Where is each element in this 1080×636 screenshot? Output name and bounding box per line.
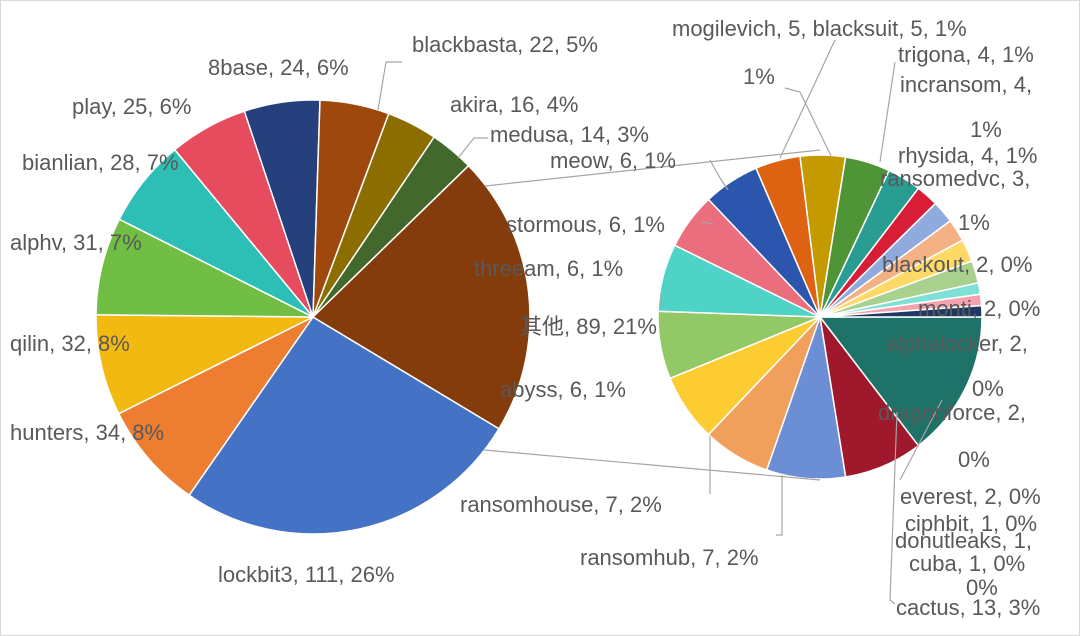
leader-trigona: [879, 61, 896, 163]
label-cactus: cactus, 13, 3%: [896, 595, 1040, 620]
secondary-slice-cuba: [819, 304, 983, 318]
leader-blackbasta: [377, 61, 402, 111]
label-zero-a: 0%: [972, 376, 1004, 401]
label-hunters: hunters, 34, 8%: [10, 420, 164, 445]
label-meow: meow, 6, 1%: [550, 148, 676, 173]
label-qilin: qilin, 32, 8%: [10, 331, 130, 356]
label-lockbit3: lockbit3, 111, 26%: [218, 562, 395, 587]
main-slice-lockbit3: [188, 315, 501, 535]
label-other-secondary: 其他, 89, 21%: [520, 314, 657, 339]
label-blackout: blackout, 2, 0%: [882, 252, 1032, 277]
label-ransomhub: ransomhub, 7, 2%: [580, 545, 759, 570]
leader-meow: [709, 159, 729, 191]
label-akira: akira, 16, 4%: [450, 92, 578, 117]
label-cuba: cuba, 1, 0%: [909, 551, 1025, 576]
label-donutleaks: donutleaks, 1,: [895, 528, 1032, 553]
leader-mogilevich: [779, 39, 836, 159]
label-alphalocker: alphalocker, 2,: [886, 331, 1028, 356]
main-slice-qilin: [95, 314, 314, 415]
main-slice-alphv: [95, 218, 314, 318]
leader-cactus: [889, 411, 898, 605]
leader-medusa: [457, 137, 488, 159]
label-ransomedvc: ransomedvc, 3,: [880, 166, 1030, 191]
connector-bottom: [483, 449, 821, 481]
label-rhysida: rhysida, 4, 1%: [898, 143, 1037, 168]
label-ciphbit: ciphbit, 1, 0%: [905, 511, 1037, 536]
label-medusa: medusa, 14, 3%: [490, 122, 649, 147]
leader-everest: [899, 399, 943, 481]
label-alphv: alphv, 31, 7%: [10, 230, 142, 255]
label-blackbasta: blackbasta, 22, 5%: [412, 32, 598, 57]
label-everest: everest, 2, 0%: [900, 484, 1041, 509]
label-incransom: incransom, 4,: [900, 72, 1032, 97]
label-trigona: trigona, 4, 1%: [898, 42, 1034, 67]
data-labels: blackbasta, 22, 5% 8base, 24, 6% akira, …: [10, 16, 1041, 620]
leader-ransomhub: [776, 475, 783, 536]
label-8base: 8base, 24, 6%: [208, 55, 349, 80]
label-bianlian: bianlian, 28, 7%: [22, 150, 179, 175]
connector-lines: [483, 149, 821, 481]
label-stormous: stormous, 6, 1%: [506, 212, 665, 237]
secondary-slice-cactus: [818, 316, 983, 447]
label-one-pct-b: 1%: [970, 117, 1002, 142]
main-slice--: [311, 164, 531, 430]
main-pie: [95, 99, 531, 535]
label-play: play, 25, 6%: [72, 94, 191, 119]
leader-lines: [377, 39, 943, 605]
label-one-pct-a: 1%: [743, 64, 775, 89]
label-abyss: abyss, 6, 1%: [500, 377, 626, 402]
leader-blacksuit: [784, 87, 833, 159]
leader-stormous: [701, 221, 715, 225]
secondary-pie: [657, 154, 983, 480]
label-threeam: threeam, 6, 1%: [474, 256, 623, 281]
label-ransomhouse: ransomhouse, 7, 2%: [460, 492, 662, 517]
label-zero-c: 0%: [966, 575, 998, 600]
label-zero-b: 0%: [958, 447, 990, 472]
main-slice-hunters: [117, 316, 314, 497]
label-mogilevich-blacksuit: mogilevich, 5, blacksuit, 5, 1%: [672, 16, 967, 41]
label-one-pct-c: 1%: [958, 210, 990, 235]
label-monti: monti, 2, 0%: [918, 296, 1040, 321]
label-dragonforce: dragonforce, 2,: [878, 400, 1026, 425]
connector-top: [484, 149, 821, 187]
